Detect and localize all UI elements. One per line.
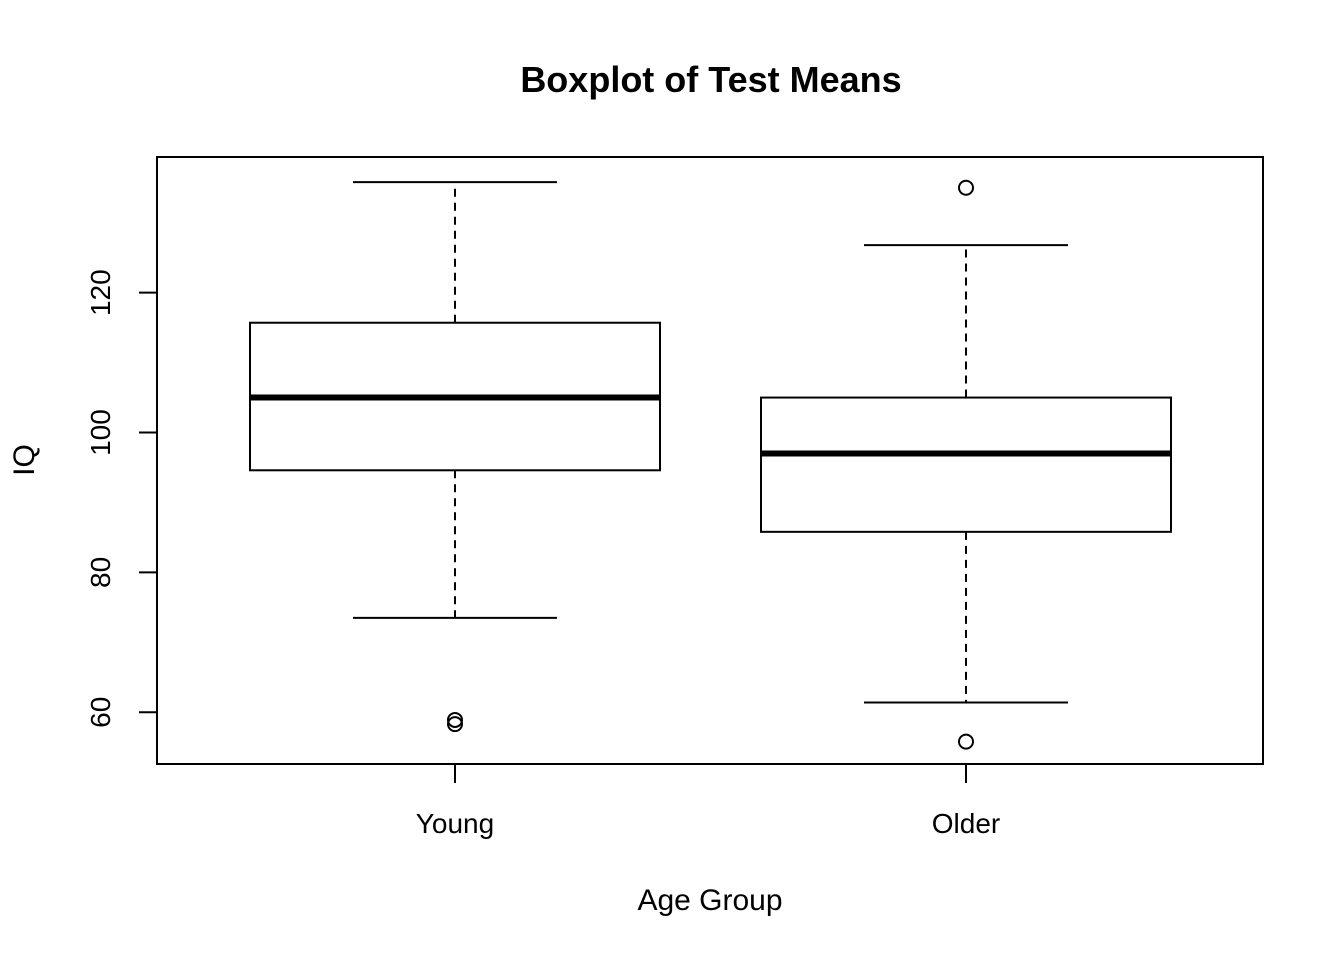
outlier-point	[958, 733, 974, 750]
y-tick-label: 60	[85, 697, 116, 728]
y-axis-label: IQ	[8, 444, 41, 476]
outlier-point	[447, 716, 463, 733]
y-tick-label: 100	[85, 409, 116, 456]
x-tick-label: Older	[932, 808, 1000, 839]
outlier-point	[447, 711, 463, 728]
y-tick-label: 120	[85, 269, 116, 316]
chart-title: Boxplot of Test Means	[520, 59, 901, 100]
y-tick-label: 80	[85, 557, 116, 588]
iqr-box	[760, 396, 1172, 533]
outlier-point	[958, 179, 974, 196]
x-tick-label: Young	[416, 808, 494, 839]
chart-marks: 60 80 100 120 Young Older	[85, 179, 1172, 839]
x-axis-label: Age Group	[637, 884, 782, 917]
